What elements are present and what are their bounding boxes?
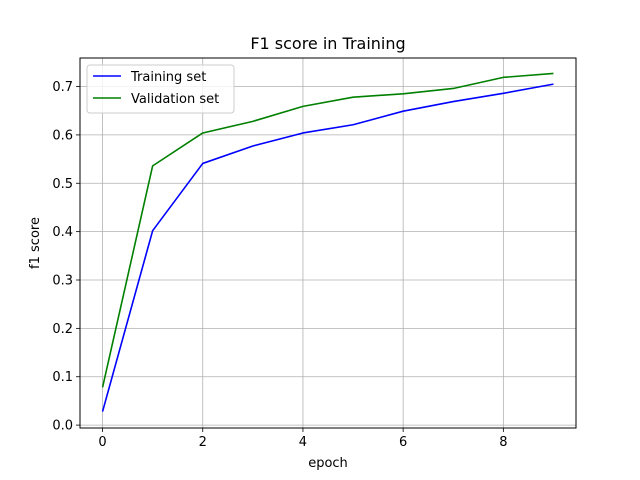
grid	[80, 58, 576, 428]
series-line-training-set	[101, 83, 554, 412]
chart-title: F1 score in Training	[250, 34, 405, 53]
x-tick-label: 6	[399, 435, 407, 450]
y-tick-label: 0.0	[52, 419, 73, 434]
x-axis-label: epoch	[308, 456, 348, 471]
series-line-validation-set	[101, 72, 554, 388]
legend-label-validation-set: Validation set	[131, 92, 219, 107]
x-tick-label: 8	[499, 435, 507, 450]
x-tick-label: 2	[199, 435, 207, 450]
legend: Training set Validation set	[86, 64, 235, 114]
series-lines	[101, 72, 554, 412]
y-tick-label: 0.7	[52, 80, 73, 95]
x-tick-label: 4	[299, 435, 307, 450]
x-tick-label: 0	[98, 435, 106, 450]
y-tick-label: 0.3	[52, 274, 73, 289]
axis-ticks: 0 2 4 6 8 0.0 0.1 0.2 0.3 0.4 0.5 0.6 0.7	[52, 80, 507, 450]
y-tick-label: 0.1	[52, 370, 73, 385]
legend-label-training-set: Training set	[130, 70, 206, 85]
y-tick-label: 0.2	[52, 322, 73, 337]
y-tick-label: 0.6	[52, 128, 73, 143]
y-tick-label: 0.5	[52, 177, 73, 192]
legend-box	[86, 64, 235, 114]
y-tick-label: 0.4	[52, 225, 73, 240]
plot-area-frame	[79, 57, 577, 429]
y-axis-label: f1 score	[28, 217, 43, 269]
